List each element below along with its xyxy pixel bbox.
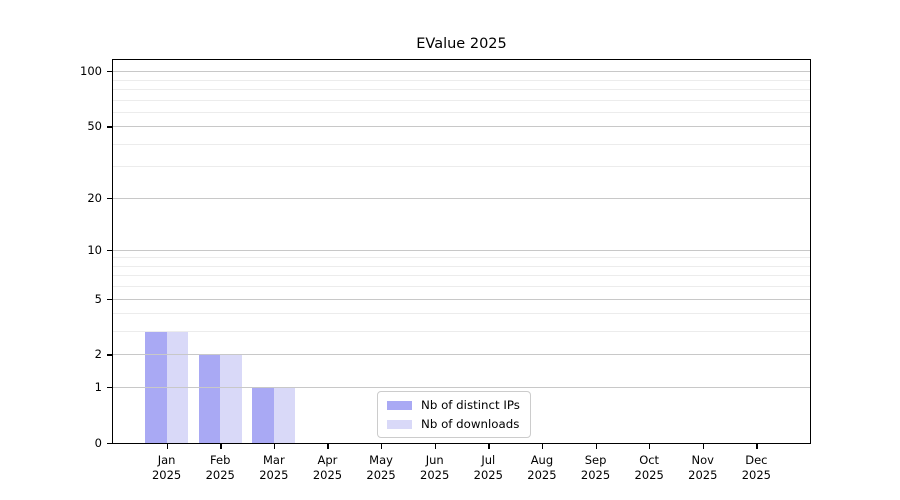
x-tick-label-feb: Feb 2025 <box>190 453 250 483</box>
x-tick-month: Dec <box>745 453 768 467</box>
x-tick-label-mar: Mar 2025 <box>244 453 304 483</box>
y-tick-mark-50 <box>107 126 113 128</box>
x-tick-month: Jun <box>425 453 444 467</box>
x-tick-year: 2025 <box>205 468 235 482</box>
major-gridline-y-50 <box>113 126 810 128</box>
x-tick-year: 2025 <box>151 468 182 482</box>
x-tick-mark-jun <box>434 443 436 449</box>
y-tick-label-50: 50 <box>87 119 102 134</box>
x-tick-mark-mar <box>273 443 276 449</box>
x-tick-year: 2025 <box>259 468 289 482</box>
y-tick-label-2: 2 <box>94 347 102 362</box>
x-tick-label-may: May 2025 <box>351 453 411 483</box>
y-tick-mark-5 <box>107 298 113 300</box>
minor-gridline-y-7 <box>113 275 810 277</box>
x-tick-month: Aug <box>530 453 554 467</box>
x-tick-month: Mar <box>262 453 285 467</box>
legend-item-distinct-ips: Nb of distinct IPs <box>387 398 520 412</box>
x-tick-label-oct: Oct 2025 <box>619 453 679 483</box>
y-tick-mark-2 <box>107 354 113 356</box>
x-tick-label-dec: Dec 2025 <box>726 453 786 483</box>
x-tick-mark-jul <box>488 443 490 449</box>
x-tick-month: Sep <box>584 453 607 467</box>
minor-gridline-y-6 <box>113 286 810 288</box>
minor-gridline-y-90 <box>113 79 810 81</box>
minor-gridline-y-3 <box>113 331 810 333</box>
x-tick-year: 2025 <box>527 468 557 482</box>
bar-feb-distinct-ips <box>198 354 221 443</box>
x-tick-label-nov: Nov 2025 <box>673 453 733 483</box>
legend-label: Nb of downloads <box>421 417 520 431</box>
legend-item-downloads: Nb of downloads <box>387 417 520 431</box>
major-gridline-y-10 <box>113 249 810 251</box>
x-tick-month: Jul <box>481 453 496 467</box>
bar-mar-downloads <box>273 387 296 443</box>
major-gridline-y-100 <box>113 71 810 73</box>
y-tick-mark-20 <box>107 197 113 199</box>
x-tick-year: 2025 <box>473 468 503 482</box>
y-tick-mark-0 <box>107 443 113 445</box>
bar-mar-distinct-ips <box>252 387 274 443</box>
x-tick-mark-dec <box>756 443 758 449</box>
bar-jan-downloads <box>166 331 189 443</box>
y-tick-label-100: 100 <box>80 64 102 79</box>
minor-gridline-y-4 <box>113 313 810 315</box>
y-tick-label-0: 0 <box>94 436 102 450</box>
minor-gridline-y-60 <box>113 111 810 113</box>
x-tick-month: Apr <box>317 453 338 467</box>
x-tick-month: Feb <box>210 453 231 467</box>
minor-gridline-y-30 <box>113 166 810 168</box>
x-tick-mark-jan <box>166 443 168 449</box>
x-tick-label-aug: Aug 2025 <box>512 453 572 483</box>
major-gridline-y-5 <box>113 298 810 300</box>
x-tick-label-jul: Jul 2025 <box>458 453 518 483</box>
y-tick-label-5: 5 <box>94 291 102 306</box>
x-tick-mark-apr <box>327 443 329 449</box>
minor-gridline-y-9 <box>113 257 810 259</box>
x-tick-label-apr: Apr 2025 <box>297 453 357 483</box>
y-tick-mark-1 <box>107 387 113 389</box>
x-tick-year: 2025 <box>312 468 343 482</box>
major-gridline-y-20 <box>113 197 810 199</box>
chart-title: EValue 2025 <box>416 36 507 52</box>
bar-jan-distinct-ips <box>145 331 167 443</box>
x-tick-year: 2025 <box>366 468 396 482</box>
minor-gridline-y-70 <box>113 99 810 101</box>
x-tick-mark-feb <box>220 443 222 449</box>
x-tick-year: 2025 <box>688 468 718 482</box>
x-tick-month: Oct <box>639 453 660 467</box>
y-tick-mark-100 <box>107 71 113 73</box>
plot-area <box>112 59 811 444</box>
x-tick-label-jun: Jun 2025 <box>405 453 465 483</box>
x-tick-mark-may <box>381 443 383 449</box>
minor-gridline-y-40 <box>113 143 810 145</box>
y-tick-label-10: 10 <box>87 242 102 257</box>
legend-swatch-downloads <box>387 419 412 429</box>
bar-feb-downloads <box>220 354 242 443</box>
x-tick-month: Nov <box>691 453 714 467</box>
x-tick-label-jan: Jan 2025 <box>137 453 197 483</box>
x-tick-year: 2025 <box>634 468 664 482</box>
legend: Nb of distinct IPs Nb of downloads <box>377 391 531 438</box>
x-tick-month: Jan <box>157 453 176 467</box>
x-tick-year: 2025 <box>420 468 450 482</box>
x-tick-year: 2025 <box>580 468 611 482</box>
y-tick-label-20: 20 <box>87 190 102 205</box>
y-tick-mark-10 <box>107 249 113 252</box>
x-tick-year: 2025 <box>741 468 772 482</box>
minor-gridline-y-80 <box>113 88 810 90</box>
minor-gridline-y-8 <box>113 265 810 267</box>
x-tick-label-sep: Sep 2025 <box>566 453 626 483</box>
y-tick-label-1: 1 <box>94 380 102 395</box>
x-tick-mark-aug <box>541 443 544 449</box>
legend-label: Nb of distinct IPs <box>421 398 520 412</box>
x-tick-mark-sep <box>595 443 597 449</box>
x-tick-mark-oct <box>649 443 651 449</box>
legend-swatch-distinct-ips <box>387 400 412 410</box>
x-tick-mark-nov <box>702 443 705 449</box>
x-tick-month: May <box>369 453 393 467</box>
